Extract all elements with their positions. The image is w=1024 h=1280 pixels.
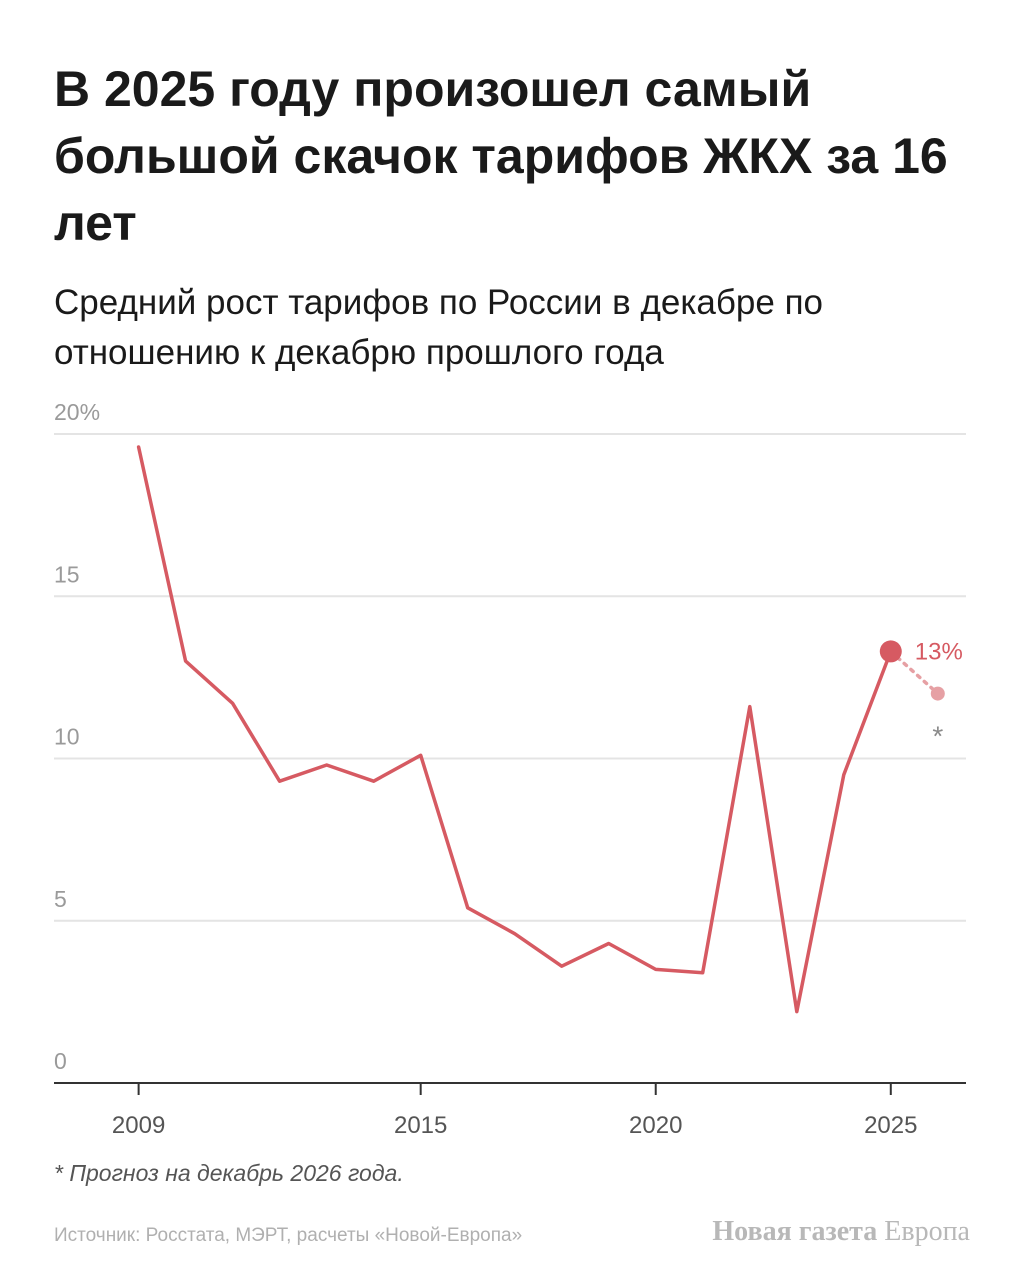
y-tick-label-20: 20% (54, 399, 100, 425)
x-tick-label-2025: 2025 (864, 1112, 917, 1139)
x-tick-label-2015: 2015 (394, 1112, 447, 1139)
chart-subtitle: Средний рост тарифов по России в декабре… (54, 283, 824, 372)
forecast-point (930, 686, 945, 701)
x-tick-label-2020: 2020 (629, 1112, 682, 1139)
series-line (136, 445, 893, 1014)
highlight-value-label: 13% (915, 638, 963, 665)
chart-title: В 2025 году произошел самый большой скач… (54, 61, 948, 251)
y-tick-label-0: 0 (54, 1048, 67, 1074)
y-tick-label-10: 10 (54, 724, 80, 750)
y-tick-label-15: 15 (54, 561, 80, 587)
brand-name-regular: Европа (884, 1216, 970, 1247)
forecast-footnote: * Прогноз на декабрь 2026 года. (54, 1160, 404, 1186)
forecast-asterisk: * (932, 721, 943, 752)
brand-name-bold: Новая газета (712, 1216, 878, 1247)
brand-logo: Новая газета Европа (712, 1216, 970, 1248)
source-note: Источник: Росстата, МЭРТ, расчеты «Новой… (54, 1225, 523, 1246)
highlight-point-2025 (879, 640, 902, 663)
y-tick-label-5: 5 (54, 886, 67, 912)
x-tick-label-2009: 2009 (112, 1112, 165, 1139)
